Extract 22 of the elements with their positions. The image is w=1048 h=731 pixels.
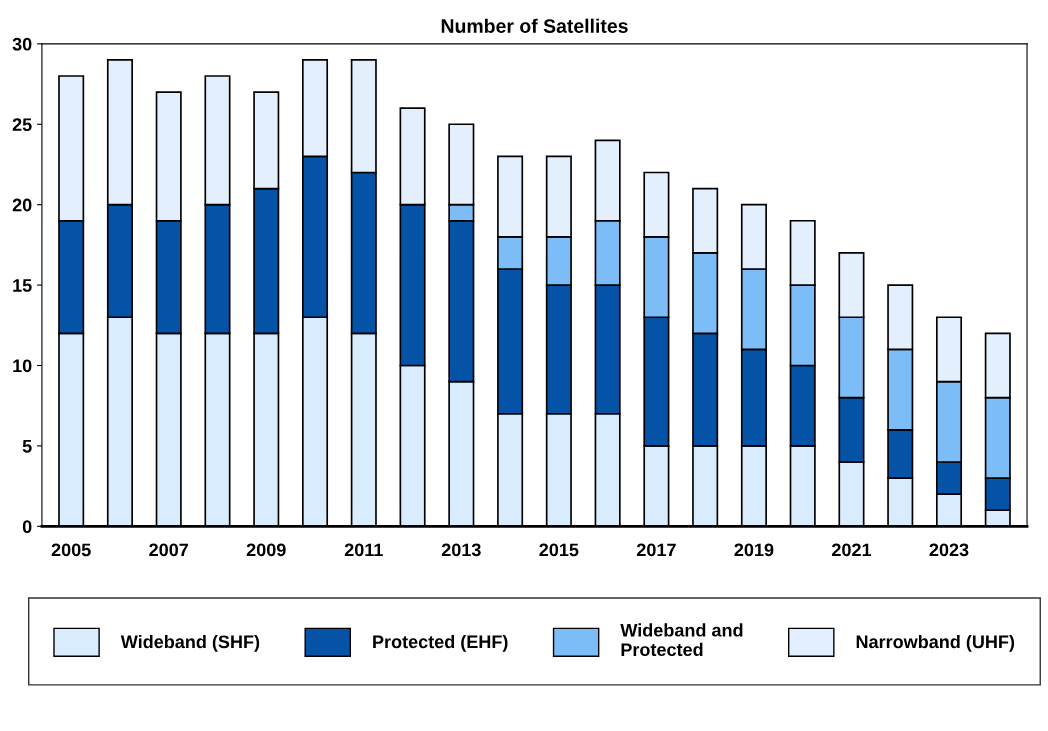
x-tick-label: 2015	[539, 543, 579, 557]
x-tick-label: 2005	[51, 543, 91, 557]
y-tick-label: 0	[22, 520, 32, 534]
x-tick-label: 2021	[832, 543, 872, 557]
legend-label: Narrowband (UHF)	[856, 634, 1015, 652]
y-tick-label: 15	[13, 279, 32, 292]
legend-label: Wideband (SHF)	[120, 634, 260, 652]
legend-label: Protected (EHF)	[373, 634, 508, 652]
y-tick-label: 30	[12, 37, 32, 51]
x-tick-label: 2017	[636, 543, 676, 557]
y-tick-label: 10	[13, 359, 32, 373]
x-tick-label: 2013	[441, 543, 481, 557]
y-tick-label: 20	[12, 198, 32, 212]
x-tick-label: 2009	[246, 543, 286, 557]
x-tick-label: 2023	[929, 543, 969, 557]
y-tick-label: 25	[12, 118, 32, 131]
chart-title: Number of Satellites	[441, 18, 628, 33]
y-tick-label: 5	[22, 440, 32, 453]
x-tick-label: 2019	[734, 543, 774, 557]
x-tick-label: 2011	[344, 543, 383, 557]
x-tick-label: 2007	[149, 543, 189, 557]
legend-label: Wideband and Protected	[620, 623, 743, 657]
